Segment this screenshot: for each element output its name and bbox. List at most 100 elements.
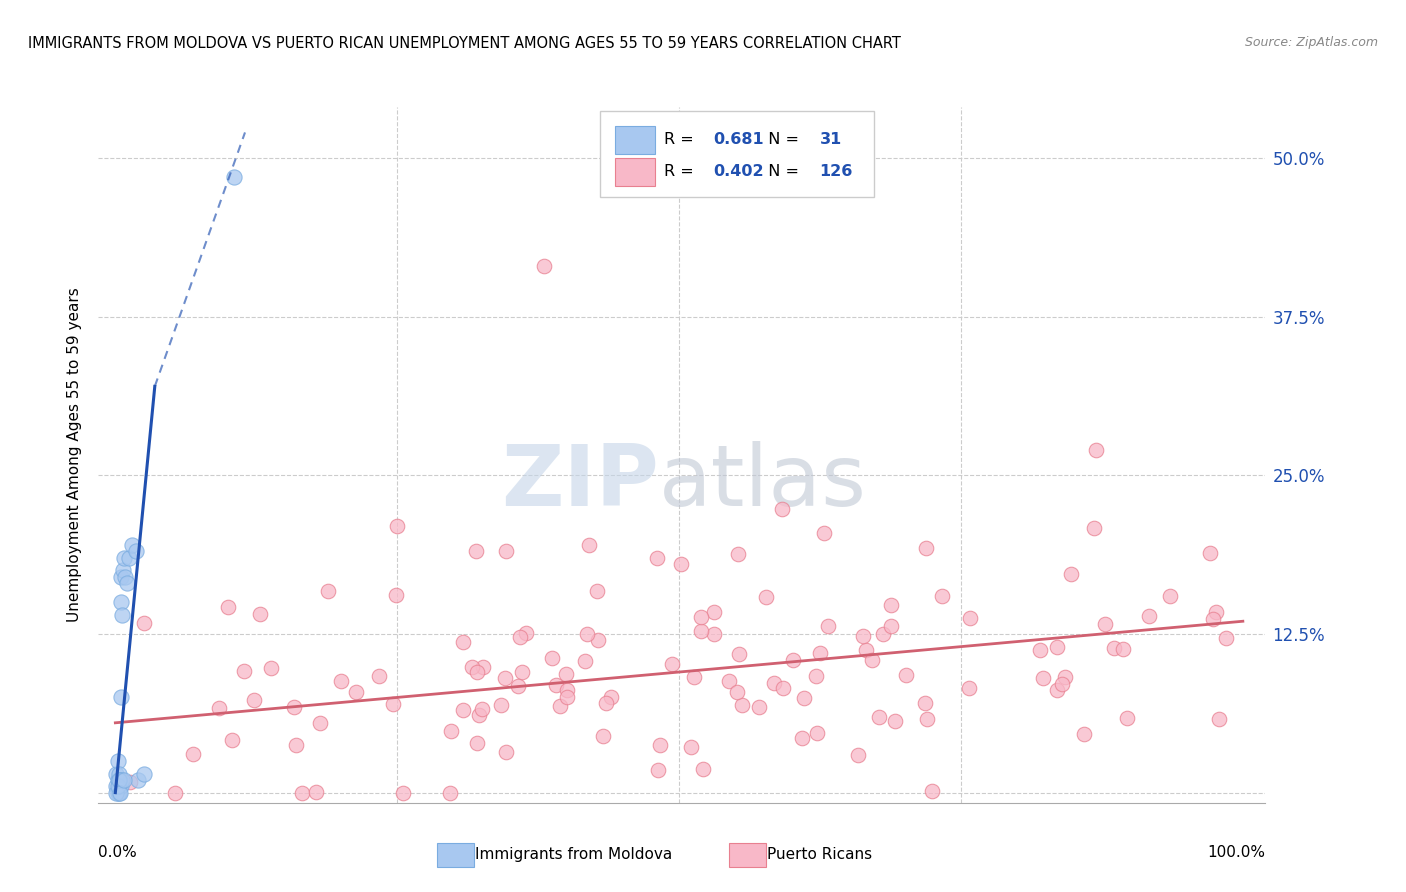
- Point: [690, 610, 713, 624]
- Text: 126: 126: [820, 164, 853, 179]
- Point: [112, 772, 135, 787]
- Point: [108, 772, 131, 787]
- Point: [790, 731, 813, 745]
- Point: [1199, 546, 1222, 560]
- Point: [669, 557, 692, 571]
- Point: [471, 702, 494, 716]
- Point: [1215, 631, 1237, 645]
- Point: [392, 786, 415, 800]
- Point: [703, 627, 725, 641]
- Point: [115, 576, 138, 591]
- Point: [107, 786, 129, 800]
- Point: [107, 754, 129, 768]
- Point: [555, 682, 578, 697]
- Point: [1083, 521, 1105, 535]
- Point: [108, 779, 131, 793]
- Point: [309, 716, 332, 731]
- Point: [1208, 713, 1230, 727]
- FancyBboxPatch shape: [600, 111, 875, 197]
- Point: [316, 584, 339, 599]
- Text: Immigrants from Moldova: Immigrants from Moldova: [475, 847, 672, 863]
- Point: [291, 786, 314, 800]
- Point: [772, 681, 794, 695]
- Text: 0.681: 0.681: [713, 132, 763, 147]
- Point: [1085, 442, 1108, 457]
- Point: [576, 627, 599, 641]
- Text: Source: ZipAtlas.com: Source: ZipAtlas.com: [1244, 36, 1378, 49]
- Point: [1205, 605, 1227, 619]
- Point: [914, 696, 936, 710]
- Point: [1060, 567, 1083, 582]
- Point: [578, 538, 600, 552]
- Point: [134, 615, 156, 630]
- Point: [817, 618, 839, 632]
- Point: [1028, 642, 1050, 657]
- Point: [465, 544, 488, 558]
- Point: [509, 630, 531, 644]
- Point: [107, 772, 129, 787]
- Text: 100.0%: 100.0%: [1208, 845, 1265, 860]
- Point: [127, 772, 149, 787]
- Point: [118, 775, 141, 789]
- Point: [107, 779, 129, 793]
- Text: atlas: atlas: [658, 442, 866, 524]
- Point: [1046, 640, 1069, 654]
- Point: [105, 779, 128, 793]
- Point: [381, 697, 404, 711]
- Point: [107, 772, 129, 787]
- Point: [110, 595, 132, 609]
- Point: [110, 779, 132, 793]
- Point: [884, 714, 907, 728]
- Point: [495, 544, 517, 558]
- Text: R =: R =: [665, 132, 699, 147]
- Point: [915, 712, 938, 726]
- Point: [111, 607, 134, 622]
- Point: [221, 732, 243, 747]
- Point: [852, 629, 875, 643]
- Point: [232, 664, 254, 678]
- Point: [495, 745, 517, 759]
- Point: [755, 591, 778, 605]
- Point: [468, 707, 491, 722]
- Point: [107, 786, 129, 800]
- Point: [860, 653, 883, 667]
- Text: 0.402: 0.402: [713, 164, 763, 179]
- Text: 31: 31: [820, 132, 842, 147]
- Point: [284, 738, 307, 752]
- Point: [105, 766, 128, 780]
- Point: [465, 736, 488, 750]
- Point: [806, 726, 828, 740]
- Point: [717, 674, 740, 689]
- Point: [111, 772, 134, 787]
- Point: [132, 766, 155, 780]
- Point: [931, 589, 953, 603]
- Point: [957, 681, 980, 695]
- Point: [249, 607, 271, 621]
- Point: [682, 670, 704, 684]
- Point: [1050, 677, 1073, 691]
- Point: [121, 538, 143, 552]
- Point: [107, 766, 129, 780]
- Point: [1112, 642, 1135, 657]
- Point: [367, 669, 389, 683]
- Point: [453, 703, 475, 717]
- Point: [586, 583, 609, 598]
- Point: [107, 779, 129, 793]
- Point: [661, 657, 683, 671]
- Point: [1073, 727, 1095, 741]
- Point: [533, 259, 555, 273]
- Point: [439, 786, 461, 800]
- Point: [692, 762, 714, 776]
- Text: R =: R =: [665, 164, 699, 179]
- Point: [600, 690, 623, 705]
- Point: [510, 665, 533, 680]
- Point: [110, 690, 132, 705]
- Text: IMMIGRANTS FROM MOLDOVA VS PUERTO RICAN UNEMPLOYMENT AMONG AGES 55 TO 59 YEARS C: IMMIGRANTS FROM MOLDOVA VS PUERTO RICAN …: [28, 36, 901, 51]
- Point: [548, 698, 571, 713]
- Point: [650, 738, 672, 752]
- Point: [118, 550, 141, 565]
- Point: [460, 660, 482, 674]
- Point: [855, 642, 877, 657]
- Point: [725, 685, 748, 699]
- Point: [283, 700, 305, 714]
